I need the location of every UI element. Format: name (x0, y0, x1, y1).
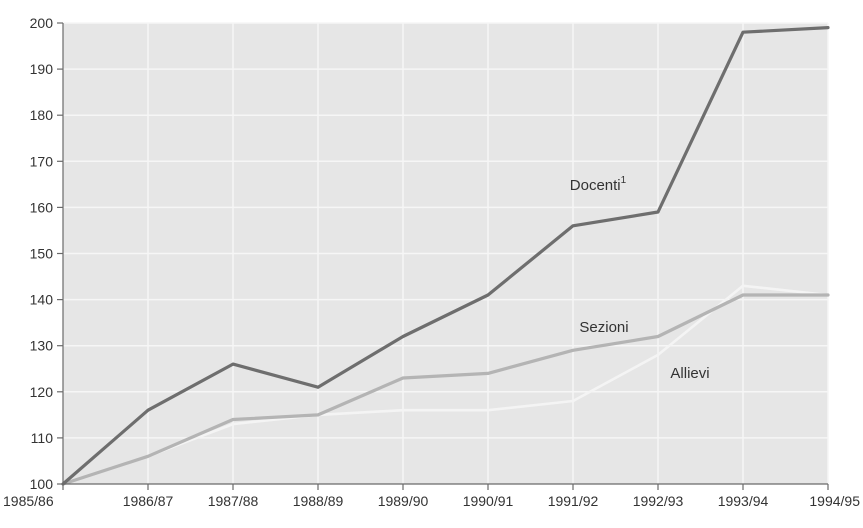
x-tick-label-0: 1985/86 (3, 493, 54, 509)
series-label-docenti: Docenti1 (570, 175, 627, 194)
point-sezioni-9 (826, 293, 830, 297)
series-line-allievi (61, 284, 830, 486)
point-sezioni-4 (401, 376, 405, 380)
point-docenti-9 (826, 26, 830, 30)
gridlines (63, 22, 829, 484)
x-tick-label-4: 1989/90 (378, 493, 429, 509)
point-sezioni-6 (571, 348, 575, 352)
point-sezioni-1 (146, 454, 150, 458)
series-line-docenti (61, 26, 830, 486)
x-tick-label-6: 1991/92 (548, 493, 599, 509)
point-sezioni-2 (231, 418, 235, 421)
x-tick-label-8: 1993/94 (718, 493, 769, 509)
point-allievi-7 (656, 353, 660, 357)
tick-labels: 100 110 120 130 140 150 160 170 180 190 200 1985/86… (3, 15, 860, 509)
point-allievi-2 (231, 422, 235, 426)
point-docenti-1 (146, 408, 150, 412)
point-allievi-5 (486, 408, 490, 412)
x-tick-label-7: 1992/93 (633, 493, 684, 509)
y-tick-label-170: 170 (30, 153, 54, 169)
series-label-sezioni: Sezioni (579, 319, 628, 336)
y-tick-label-130: 130 (30, 338, 54, 354)
x-tick-label-5: 1990/91 (463, 493, 514, 509)
series-labels: Docenti1 Sezioni Allievi (570, 175, 710, 382)
x-tick-label-2: 1987/88 (208, 493, 259, 509)
series-lines (61, 26, 830, 486)
x-tick-label-9: 1994/95 (809, 493, 860, 509)
point-sezioni-8 (741, 293, 745, 297)
point-docenti-8 (741, 30, 745, 34)
point-docenti-3 (316, 385, 320, 389)
y-tick-label-190: 190 (30, 61, 54, 77)
y-tick-label-150: 150 (30, 246, 54, 262)
series-label-docenti-name: Docenti (570, 177, 621, 194)
y-tick-label-100: 100 (30, 476, 54, 492)
point-sezioni-3 (316, 413, 320, 417)
point-sezioni-5 (486, 371, 490, 375)
point-docenti-2 (231, 362, 235, 366)
x-tick-label-1: 1986/87 (123, 493, 174, 509)
point-docenti-5 (486, 293, 490, 297)
series-line-sezioni (61, 293, 830, 486)
y-tick-label-180: 180 (30, 107, 54, 123)
y-tick-label-140: 140 (30, 292, 54, 308)
point-docenti-7 (656, 210, 660, 214)
series-label-docenti-superscript: 1 (621, 175, 627, 186)
point-docenti-6 (571, 224, 575, 228)
point-allievi-8 (741, 284, 745, 288)
y-tick-label-110: 110 (31, 430, 54, 446)
point-allievi-4 (401, 408, 405, 412)
x-tick-label-3: 1988/89 (293, 493, 344, 509)
axes (57, 22, 829, 490)
point-sezioni-7 (656, 335, 660, 338)
point-allievi-6 (571, 399, 575, 403)
y-tick-label-120: 120 (30, 384, 54, 400)
point-docenti-4 (401, 335, 405, 338)
series-label-allievi: Allievi (670, 365, 709, 382)
y-tick-label-160: 160 (30, 199, 54, 215)
y-tick-label-200: 200 (30, 15, 54, 31)
